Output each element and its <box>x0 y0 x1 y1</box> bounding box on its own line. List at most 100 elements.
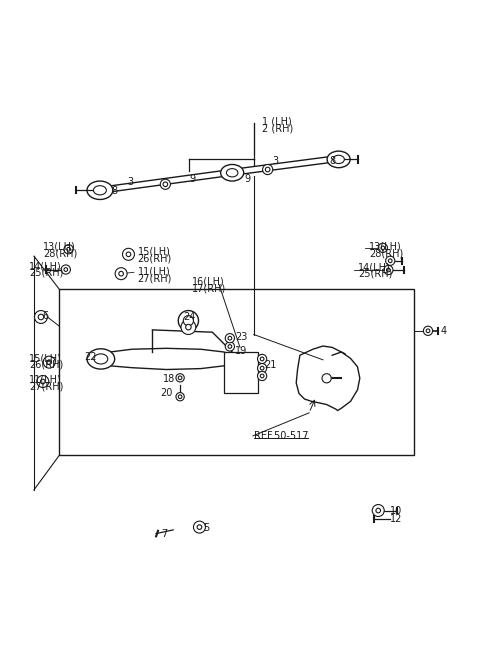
Text: 7: 7 <box>162 529 168 539</box>
Circle shape <box>40 379 45 384</box>
Text: 9: 9 <box>189 174 195 184</box>
Circle shape <box>61 265 71 274</box>
Text: 6: 6 <box>43 311 49 321</box>
Text: 1 (LH): 1 (LH) <box>262 116 292 126</box>
Text: 15(LH): 15(LH) <box>29 353 62 363</box>
Text: 10: 10 <box>390 506 402 516</box>
Circle shape <box>263 165 273 175</box>
Ellipse shape <box>94 354 108 364</box>
Text: 21: 21 <box>264 360 276 370</box>
Ellipse shape <box>94 186 107 195</box>
Circle shape <box>126 252 131 257</box>
Circle shape <box>257 355 267 363</box>
Circle shape <box>260 367 264 370</box>
Text: 2 (RH): 2 (RH) <box>262 123 293 133</box>
Ellipse shape <box>87 181 113 199</box>
Text: 19: 19 <box>235 346 248 356</box>
Ellipse shape <box>227 169 238 177</box>
Text: 4: 4 <box>441 326 446 336</box>
Circle shape <box>228 337 232 340</box>
Circle shape <box>225 334 234 343</box>
Ellipse shape <box>183 316 193 326</box>
Circle shape <box>260 357 264 361</box>
Text: 25(RH): 25(RH) <box>29 268 63 278</box>
Text: REF.50-517: REF.50-517 <box>254 431 308 441</box>
Text: 26(RH): 26(RH) <box>138 253 172 263</box>
Circle shape <box>228 345 232 349</box>
Text: 22: 22 <box>84 352 97 362</box>
Ellipse shape <box>327 151 350 168</box>
Circle shape <box>163 182 168 187</box>
Circle shape <box>260 374 264 378</box>
Ellipse shape <box>87 349 115 369</box>
Circle shape <box>47 360 51 365</box>
Polygon shape <box>110 349 235 369</box>
Circle shape <box>64 245 73 254</box>
Circle shape <box>178 376 182 380</box>
Circle shape <box>35 310 48 323</box>
Ellipse shape <box>333 155 344 163</box>
Circle shape <box>64 268 68 272</box>
Text: 3: 3 <box>127 177 133 187</box>
Text: 5: 5 <box>203 523 209 533</box>
Circle shape <box>176 374 184 382</box>
Circle shape <box>257 371 267 381</box>
Circle shape <box>386 268 390 272</box>
Polygon shape <box>231 156 337 175</box>
Circle shape <box>423 326 432 335</box>
Circle shape <box>385 256 395 266</box>
Text: 27(RH): 27(RH) <box>29 381 63 391</box>
Text: 20: 20 <box>161 389 173 399</box>
Text: 25(RH): 25(RH) <box>358 269 392 279</box>
Circle shape <box>37 375 49 387</box>
Circle shape <box>388 259 392 263</box>
Polygon shape <box>102 169 231 193</box>
Circle shape <box>67 248 71 251</box>
Text: 24: 24 <box>183 312 195 322</box>
Circle shape <box>122 248 134 260</box>
Text: 18: 18 <box>163 374 175 384</box>
Text: 14(LH): 14(LH) <box>358 262 391 272</box>
Text: 28(RH): 28(RH) <box>43 248 77 258</box>
Circle shape <box>381 246 384 250</box>
Text: 9: 9 <box>245 174 251 184</box>
Text: 3: 3 <box>272 157 278 166</box>
Text: 17(RH): 17(RH) <box>192 284 226 294</box>
Circle shape <box>378 244 387 252</box>
Text: 27(RH): 27(RH) <box>138 273 172 283</box>
Circle shape <box>426 329 430 332</box>
Ellipse shape <box>221 165 244 181</box>
Bar <box>60 289 414 455</box>
Circle shape <box>372 504 384 516</box>
Circle shape <box>176 393 184 401</box>
Text: 12: 12 <box>390 514 403 524</box>
Circle shape <box>225 342 234 351</box>
Text: 11(LH): 11(LH) <box>138 267 170 277</box>
Circle shape <box>115 268 127 280</box>
Text: 16(LH): 16(LH) <box>192 277 224 287</box>
Text: 8: 8 <box>330 157 336 166</box>
Circle shape <box>193 521 205 533</box>
Circle shape <box>38 314 44 320</box>
Circle shape <box>197 524 202 529</box>
Text: 14(LH): 14(LH) <box>29 262 62 272</box>
Bar <box>224 352 258 393</box>
Circle shape <box>322 374 331 383</box>
Text: 13(LH): 13(LH) <box>43 242 75 252</box>
Circle shape <box>119 272 123 276</box>
Circle shape <box>265 167 270 172</box>
Text: 26(RH): 26(RH) <box>29 360 63 370</box>
Circle shape <box>181 320 196 334</box>
Text: 15(LH): 15(LH) <box>138 247 170 256</box>
Text: 23: 23 <box>235 332 248 343</box>
Circle shape <box>376 508 381 513</box>
Circle shape <box>160 179 170 189</box>
Ellipse shape <box>178 310 199 330</box>
Text: 28(RH): 28(RH) <box>369 248 403 258</box>
Text: 13(LH): 13(LH) <box>369 242 402 252</box>
Circle shape <box>178 395 182 399</box>
Polygon shape <box>296 346 360 411</box>
Circle shape <box>257 363 267 373</box>
Text: 8: 8 <box>112 186 118 196</box>
Circle shape <box>186 324 191 330</box>
